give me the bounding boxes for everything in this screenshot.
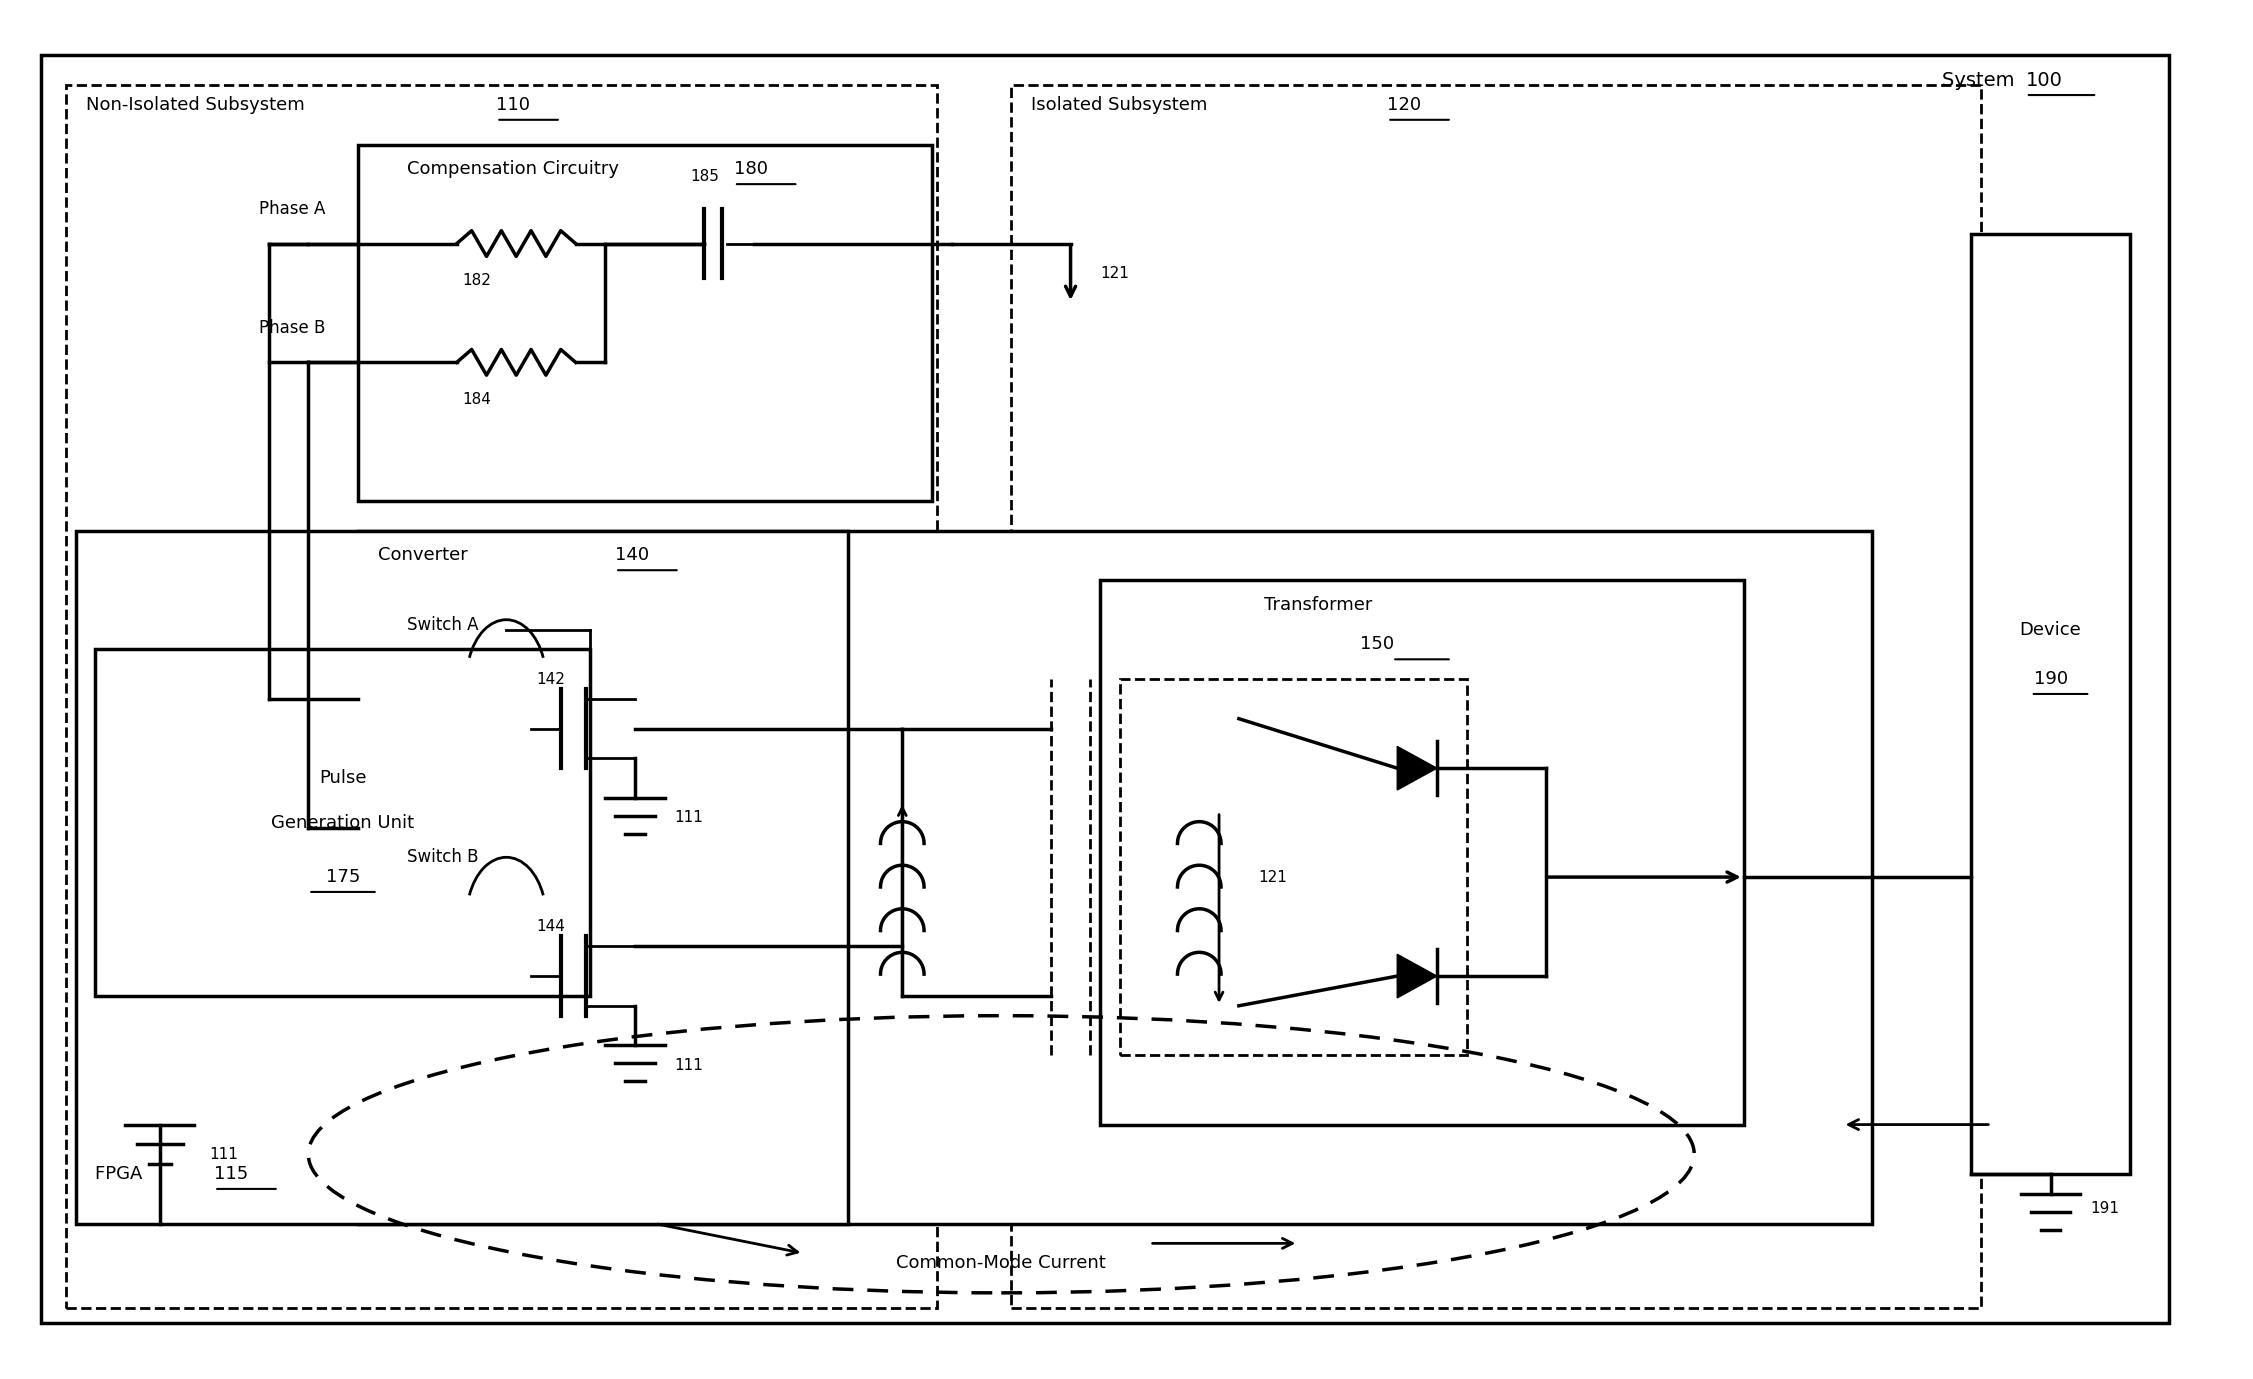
Text: System: System: [1942, 70, 2021, 90]
FancyBboxPatch shape: [1099, 581, 1744, 1124]
Text: Switch B: Switch B: [408, 848, 480, 866]
Text: Transformer: Transformer: [1264, 596, 1372, 614]
Text: Converter: Converter: [379, 546, 473, 564]
FancyBboxPatch shape: [77, 531, 847, 1223]
Text: Phase B: Phase B: [259, 319, 324, 336]
Text: 144: 144: [536, 918, 566, 934]
Text: 115: 115: [214, 1165, 248, 1183]
Text: FPGA: FPGA: [95, 1165, 149, 1183]
Text: 111: 111: [674, 811, 703, 825]
Text: Common-Mode Current: Common-Mode Current: [897, 1254, 1106, 1273]
FancyBboxPatch shape: [1012, 85, 1980, 1307]
Text: 191: 191: [2091, 1201, 2120, 1216]
Text: 120: 120: [1388, 97, 1422, 114]
FancyBboxPatch shape: [41, 55, 2170, 1322]
FancyBboxPatch shape: [358, 145, 933, 501]
FancyBboxPatch shape: [1120, 678, 1467, 1055]
Text: 175: 175: [327, 869, 360, 887]
Text: Phase A: Phase A: [259, 200, 324, 218]
Text: 190: 190: [2034, 670, 2068, 688]
Text: Non-Isolated Subsystem: Non-Isolated Subsystem: [86, 97, 311, 114]
Text: 150: 150: [1361, 636, 1395, 654]
Text: 142: 142: [536, 672, 566, 687]
Text: 100: 100: [2025, 70, 2064, 90]
Text: Pulse: Pulse: [320, 769, 367, 787]
FancyBboxPatch shape: [358, 531, 1872, 1223]
Text: Isolated Subsystem: Isolated Subsystem: [1032, 97, 1212, 114]
Text: 185: 185: [689, 170, 719, 185]
FancyBboxPatch shape: [1971, 233, 2129, 1174]
Text: Generation Unit: Generation Unit: [270, 814, 415, 832]
Text: 180: 180: [734, 160, 768, 178]
Text: 121: 121: [1099, 266, 1129, 281]
Polygon shape: [1397, 954, 1437, 998]
Text: Compensation Circuitry: Compensation Circuitry: [408, 160, 624, 178]
Text: 111: 111: [674, 1058, 703, 1073]
Text: 184: 184: [462, 392, 491, 407]
Polygon shape: [1397, 746, 1437, 790]
Text: 140: 140: [615, 546, 649, 564]
FancyBboxPatch shape: [65, 85, 937, 1307]
Text: 182: 182: [462, 273, 491, 288]
Text: Device: Device: [2019, 621, 2082, 638]
Text: 111: 111: [210, 1147, 239, 1161]
Text: 121: 121: [1259, 870, 1286, 884]
Text: Switch A: Switch A: [408, 615, 480, 634]
FancyBboxPatch shape: [95, 650, 590, 996]
Text: 110: 110: [496, 97, 529, 114]
